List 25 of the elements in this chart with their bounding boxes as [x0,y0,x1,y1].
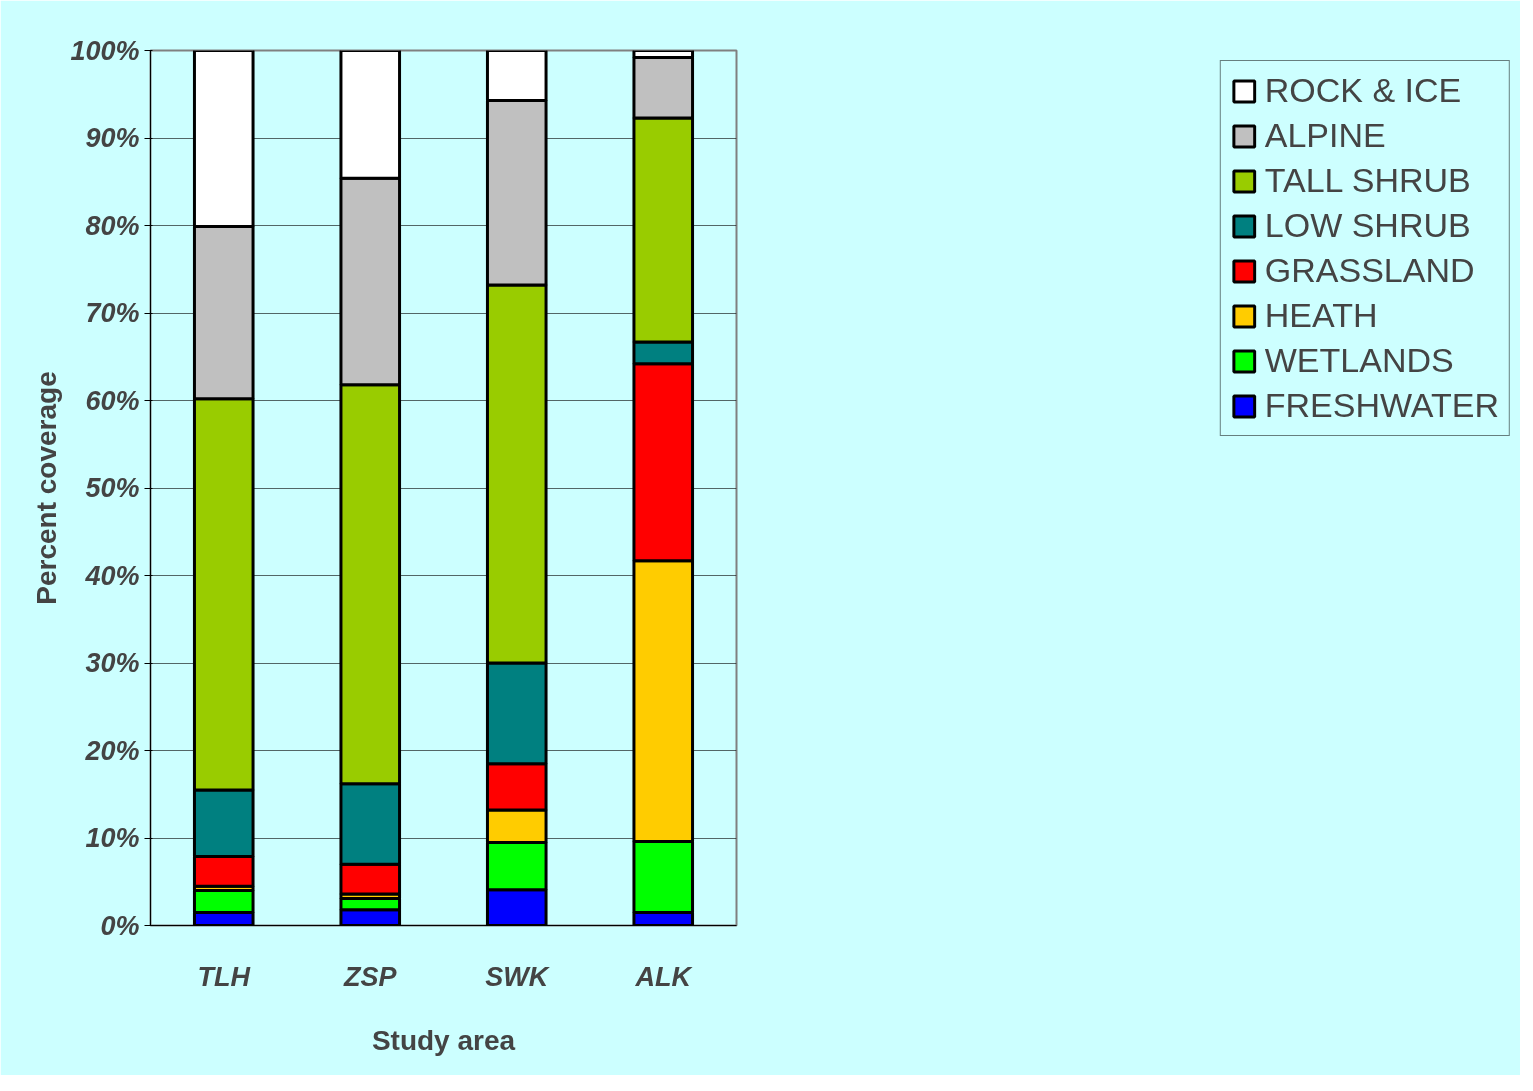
legend-label: TALL SHRUB [1264,161,1471,200]
y-tick-label: 50% [85,473,140,503]
legend-label: HEATH [1264,296,1378,335]
x-tick-label: TLH [197,961,251,992]
y-axis-title: Percent coverage [31,371,63,605]
x-tick-label: SWK [485,961,551,992]
legend-label: ALPINE [1264,116,1386,155]
y-tick-label: 70% [85,298,140,328]
x-tick-label: ALK [634,961,694,992]
y-tick-label: 0% [100,910,140,941]
y-tick-label: 40% [84,560,140,591]
y-tick-label: 90% [85,123,140,153]
legend-label: GRASSLAND [1264,251,1475,290]
y-tick-label: 20% [84,735,140,766]
y-tick-label: 80% [85,210,140,241]
y-tick-label: 10% [85,823,140,853]
y-tick-label: 60% [85,385,140,416]
legend-label: LOW SHRUB [1264,206,1471,245]
legend-label: ROCK & ICE [1264,71,1462,110]
y-tick-label: 30% [85,648,140,678]
y-tick-label: 100% [70,35,140,66]
legend-label: WETLANDS [1264,341,1454,380]
legend-label: FRESHWATER [1264,386,1499,425]
x-tick-label: ZSP [342,961,398,992]
x-axis-title: Study area [371,1024,516,1056]
